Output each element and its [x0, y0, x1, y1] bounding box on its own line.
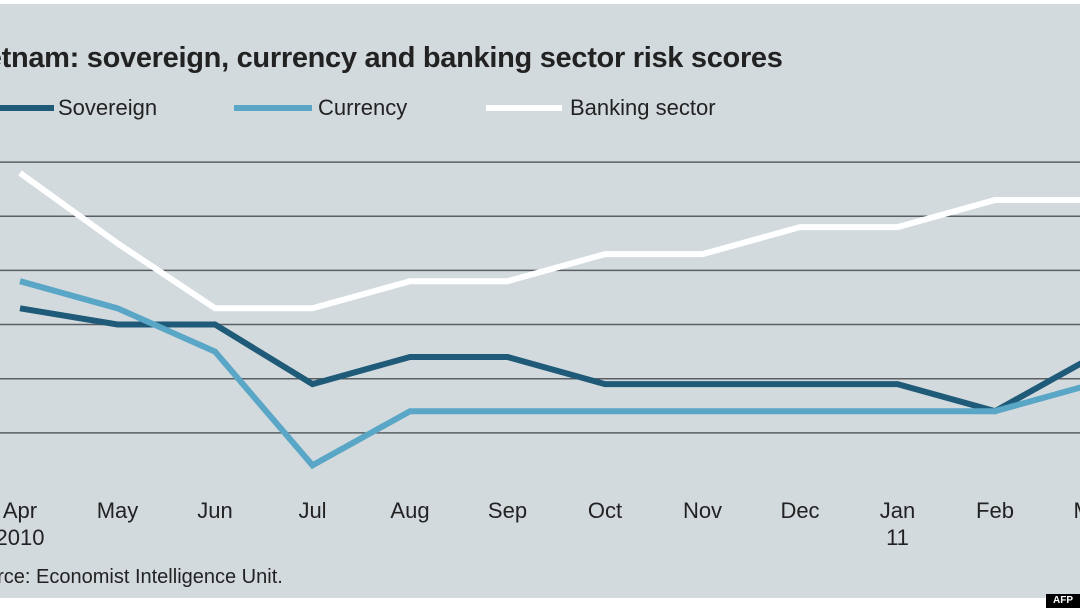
series-line-currency — [19, 278, 1080, 470]
x-tick-label: Aug — [390, 498, 429, 523]
series-lines — [18, 170, 1080, 470]
x-tick-label: Jul — [298, 498, 326, 523]
x-tick-sublabel: 2010 — [0, 525, 44, 550]
x-tick-sublabel: 11 — [886, 525, 909, 550]
legend-label-sovereign: Sovereign — [58, 95, 158, 120]
x-tick-label: May — [97, 498, 139, 523]
x-tick-label: Nov — [683, 498, 722, 523]
legend-swatch-sovereign — [0, 105, 54, 111]
x-tick-label: Jan — [880, 498, 915, 523]
legend-label-currency: Currency — [318, 95, 408, 120]
x-tick-label: Jun — [197, 498, 232, 523]
legend-label-banking-sector: Banking sector — [570, 95, 716, 120]
x-tick-label: Apr — [3, 498, 37, 523]
source-note: urce: Economist Intelligence Unit. — [0, 566, 283, 588]
chart-title: ietnam: sovereign, currency and banking … — [0, 42, 783, 74]
x-tick-label: Mar — [1074, 498, 1080, 523]
series-line-banking-sector — [18, 170, 1080, 312]
x-tick-label: Sep — [488, 498, 527, 523]
legend-swatch-banking-sector — [486, 105, 562, 111]
legend: Sovereign Currency Banking sector — [0, 88, 1080, 128]
series-line-sovereign — [19, 305, 1080, 415]
photo-credit: AFP — [1046, 594, 1080, 608]
legend-swatch-currency — [234, 105, 312, 111]
x-tick-label: Dec — [780, 498, 819, 523]
x-tick-label: Feb — [976, 498, 1014, 523]
chart-panel — [0, 4, 1080, 598]
x-tick-label: Oct — [588, 498, 622, 523]
